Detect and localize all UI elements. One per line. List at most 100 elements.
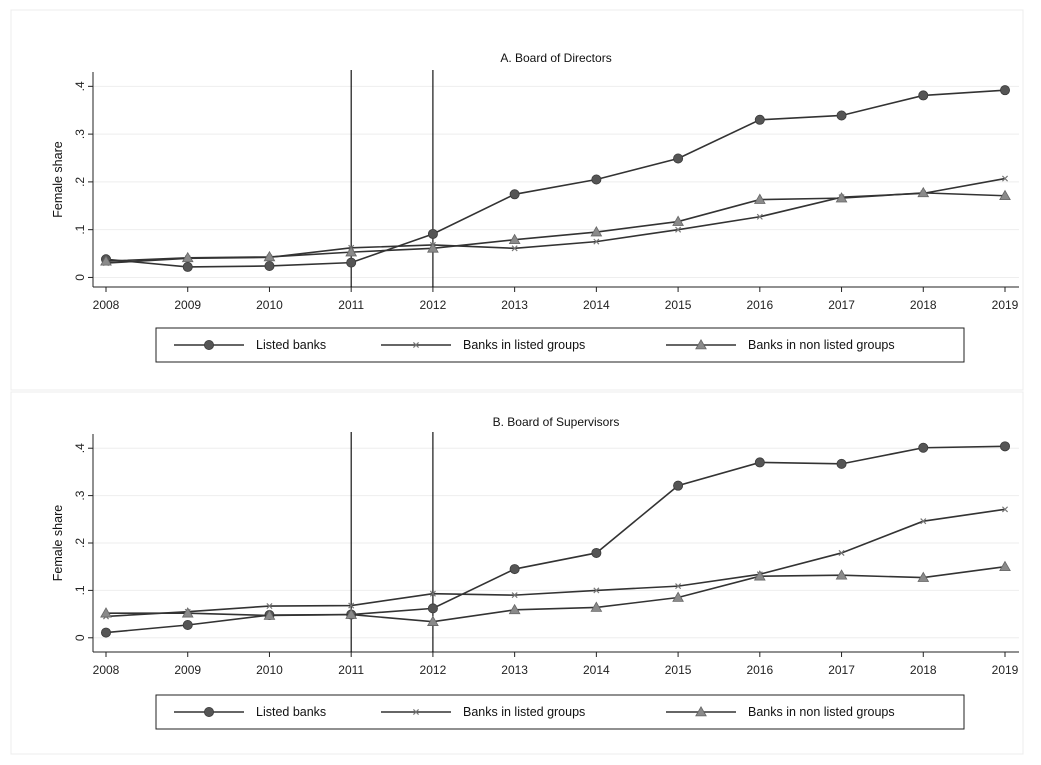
data-point: [427, 228, 438, 239]
data-point: [835, 192, 848, 203]
data-point: [263, 609, 276, 620]
x-tick-label: 2008: [93, 663, 120, 677]
data-point: [348, 602, 355, 609]
data-point: [508, 603, 521, 615]
legend: Listed banks Banks in listed groups Banks …: [155, 327, 965, 363]
legend-marker: [695, 705, 707, 717]
data-point: [835, 569, 848, 580]
data-point: [672, 591, 684, 602]
data-point: [920, 518, 927, 525]
data-point: [918, 442, 929, 453]
x-tick-label: 2019: [992, 298, 1019, 312]
y-tick-label: .1: [73, 224, 87, 234]
series-line: [105, 508, 1006, 618]
y-tick-label: .3: [73, 490, 87, 500]
series-line: [105, 192, 1006, 262]
data-point: [509, 189, 520, 200]
data-point: [264, 260, 275, 271]
data-point: [429, 590, 436, 597]
data-point: [590, 226, 603, 237]
x-tick-label: 2013: [501, 298, 528, 312]
x-tick-label: 2010: [256, 298, 283, 312]
series-line: [105, 89, 1006, 268]
data-point: [511, 592, 518, 599]
x-tick-label: 2017: [828, 663, 855, 677]
y-tick-label: .1: [73, 585, 87, 595]
data-point: [1000, 85, 1011, 96]
x-tick-label: 2011: [338, 298, 364, 312]
legend-label: Listed banks: [256, 705, 326, 719]
x-tick-label: 2014: [583, 663, 610, 677]
data-point: [836, 110, 847, 121]
legend-marker: [203, 339, 214, 350]
data-point: [590, 601, 603, 612]
data-point: [101, 627, 112, 638]
x-tick-label: 2012: [420, 298, 447, 312]
y-axis-label: Female share: [51, 141, 65, 217]
data-point: [1000, 441, 1011, 452]
legend-box: [155, 694, 965, 730]
data-point: [511, 245, 518, 252]
data-point: [100, 607, 112, 618]
data-point: [672, 215, 684, 226]
x-tick-label: 2008: [93, 298, 120, 312]
data-point: [673, 153, 684, 164]
series-line: [105, 445, 1006, 634]
y-tick-label: .2: [73, 177, 87, 187]
data-point: [917, 571, 930, 582]
chart-title: B. Board of Supervisors: [493, 415, 620, 429]
data-point: [836, 458, 847, 469]
data-point: [999, 189, 1011, 201]
y-tick-label: .4: [73, 443, 87, 453]
data-point: [1001, 506, 1009, 513]
data-point: [427, 242, 439, 253]
legend-label: Banks in listed groups: [463, 338, 585, 352]
data-point: [673, 480, 684, 491]
data-point: [918, 90, 929, 101]
data-point: [917, 186, 930, 198]
data-point: [182, 261, 193, 272]
panel-frame: [10, 9, 1024, 391]
data-point: [427, 615, 439, 626]
data-point: [508, 233, 521, 245]
data-point: [427, 603, 438, 614]
panel-b: B. Board of Supervisors 0 .1 .2 .3 .4 Female s…: [10, 391, 1024, 755]
data-point: [754, 457, 765, 468]
y-tick-label: .3: [73, 129, 87, 139]
legend-label: Banks in non listed groups: [748, 338, 895, 352]
data-point: [1001, 175, 1009, 182]
legend: Listed banks Banks in listed groups Banks …: [155, 694, 965, 730]
x-tick-label: 2017: [828, 298, 855, 312]
data-point: [675, 226, 682, 233]
x-tick-label: 2018: [910, 663, 937, 677]
data-point: [675, 583, 682, 590]
legend-marker: [695, 338, 707, 350]
y-tick-label: 0: [73, 274, 87, 281]
x-tick-label: 2010: [256, 663, 283, 677]
data-point: [838, 549, 845, 556]
chart-title: A. Board of Directors: [500, 51, 611, 65]
data-point: [753, 570, 766, 581]
data-point: [263, 250, 276, 262]
x-tick-label: 2019: [992, 663, 1019, 677]
panel-a: A. Board of Directors 0 .1 .2 .3 .4 Female sha…: [10, 9, 1024, 391]
x-tick-label: 2009: [174, 298, 201, 312]
data-point: [181, 607, 194, 618]
data-point: [753, 193, 766, 204]
legend-label: Banks in listed groups: [463, 705, 585, 719]
x-tick-label: 2016: [746, 663, 773, 677]
data-point: [754, 114, 765, 125]
y-tick-label: .2: [73, 538, 87, 548]
x-tick-label: 2015: [665, 663, 692, 677]
data-point: [346, 257, 357, 268]
data-point: [181, 251, 194, 263]
x-tick-label: 2009: [174, 663, 201, 677]
data-point: [593, 238, 600, 245]
legend-label: Listed banks: [256, 338, 326, 352]
x-tick-label: 2014: [583, 298, 610, 312]
data-point: [591, 174, 602, 185]
x-tick-label: 2016: [746, 298, 773, 312]
y-tick-label: .4: [73, 81, 87, 91]
data-point: [345, 608, 358, 619]
